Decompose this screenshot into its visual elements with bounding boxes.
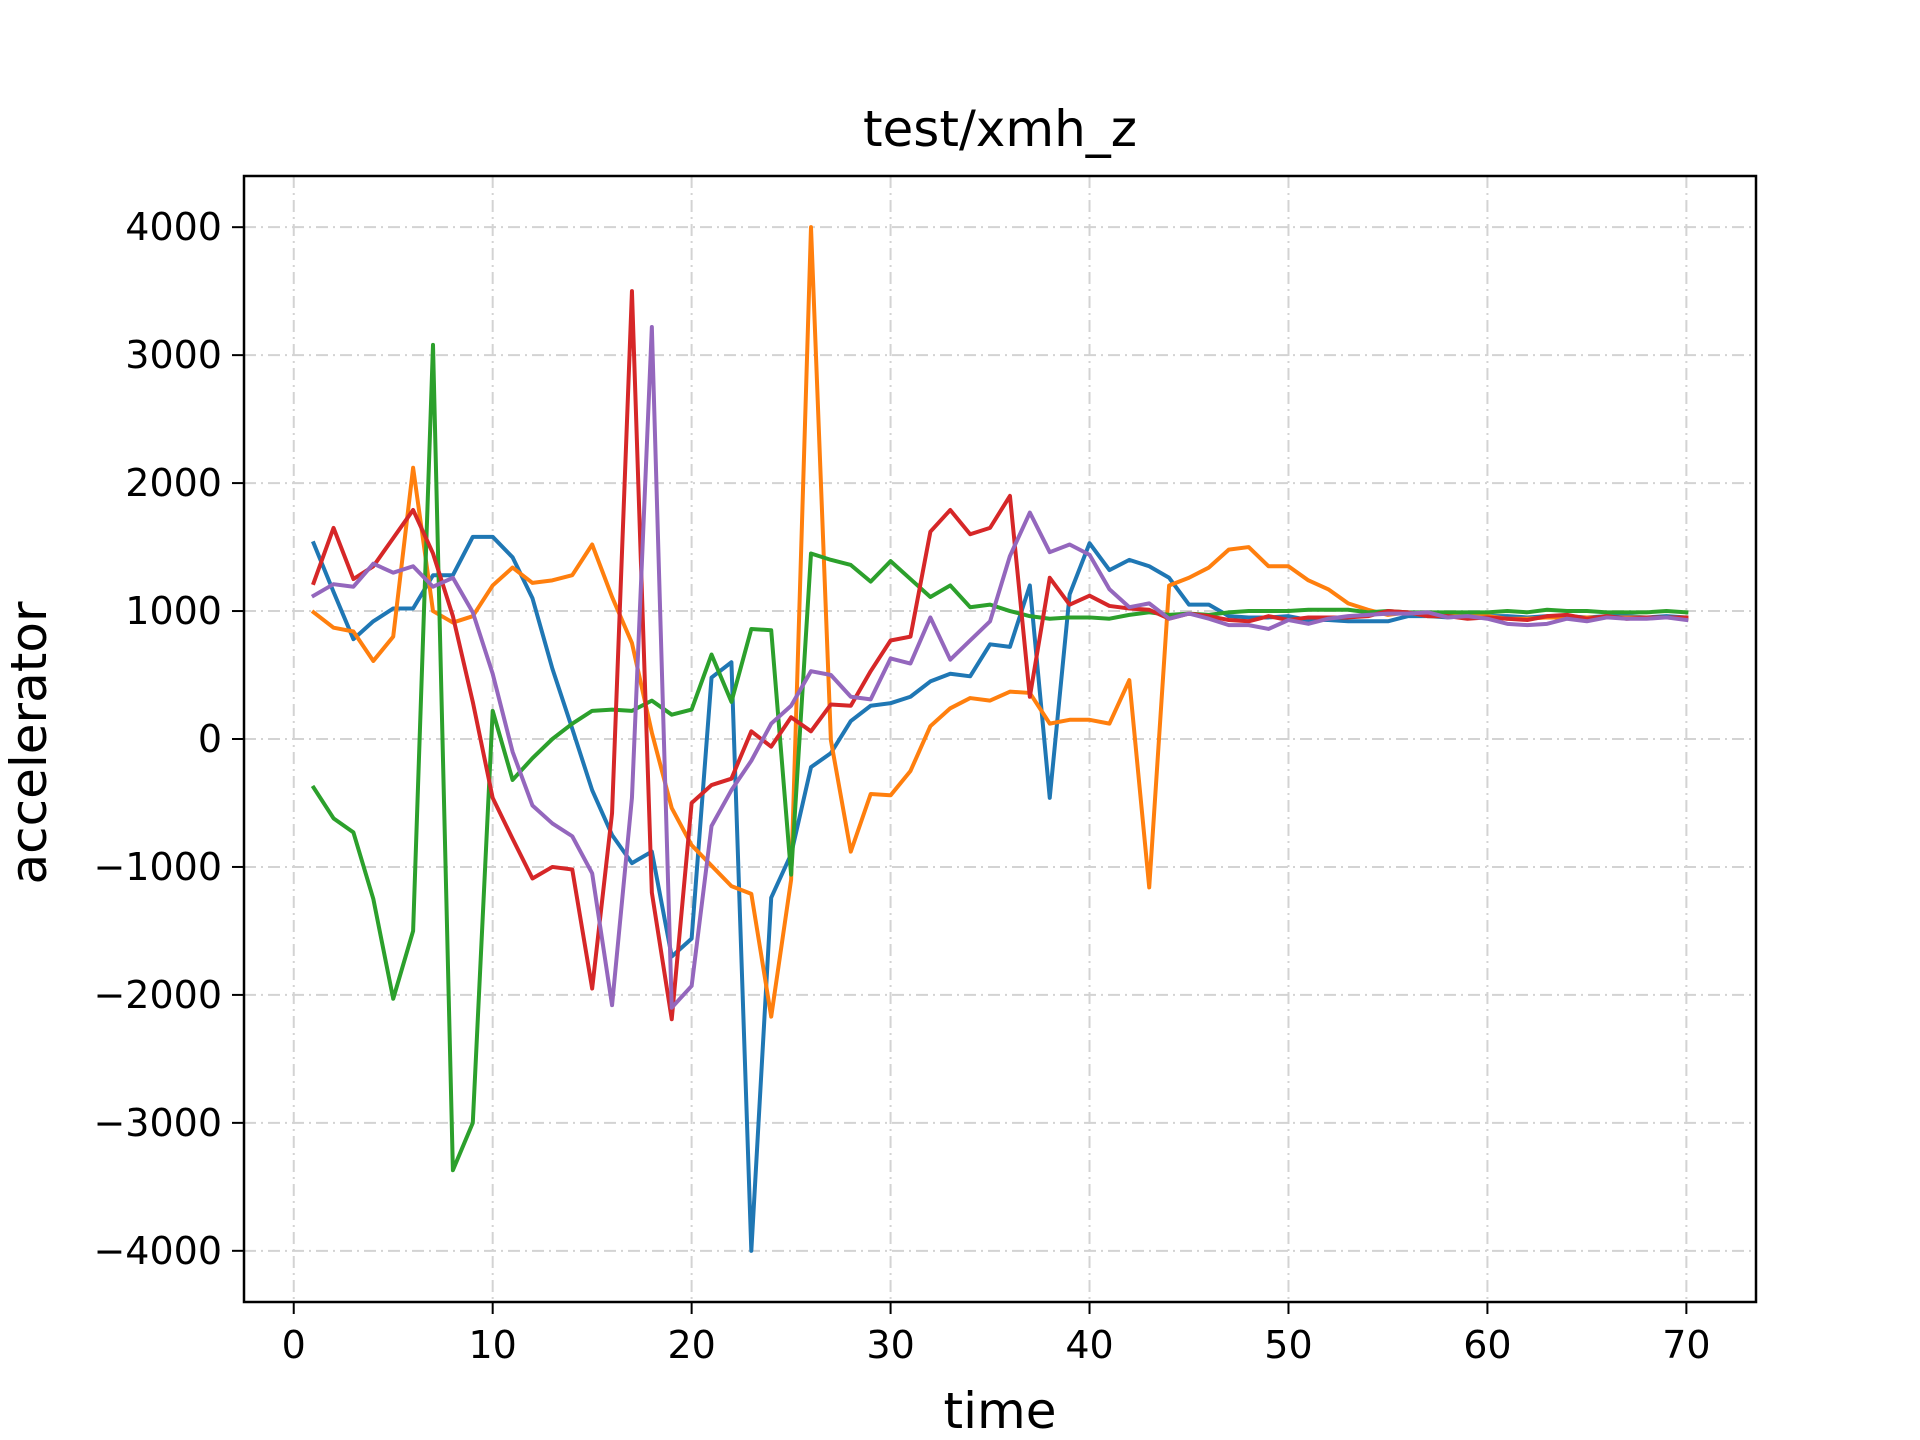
- x-tick-label: 0: [282, 1323, 306, 1367]
- y-tick-label: −1000: [93, 845, 222, 889]
- y-tick-label: 2000: [125, 461, 222, 505]
- chart-title: test/xmh_z: [863, 100, 1137, 158]
- y-axis-title: accelerator: [0, 601, 58, 884]
- y-tick-label: 3000: [125, 333, 222, 377]
- x-tick-label: 40: [1065, 1323, 1113, 1367]
- axis-ticks: 0 10 20 30 40 50 60 70 −4000 −3000 −2000 −1000 0 1000…: [93, 205, 1710, 1367]
- x-tick-label: 50: [1264, 1323, 1312, 1367]
- x-tick-label: 30: [866, 1323, 914, 1367]
- y-tick-label: 1000: [125, 589, 222, 633]
- x-tick-label: 10: [469, 1323, 517, 1367]
- series-line-5: [310, 324, 1689, 1010]
- x-tick-label: 60: [1463, 1323, 1511, 1367]
- y-tick-label: −4000: [93, 1229, 222, 1273]
- x-axis-title: time: [944, 1382, 1057, 1440]
- x-tick-label: 70: [1662, 1323, 1710, 1367]
- series-line-3: [310, 342, 1689, 1173]
- y-tick-label: 4000: [125, 205, 222, 249]
- y-tick-label: 0: [198, 717, 222, 761]
- series-lines: [310, 225, 1689, 1253]
- y-tick-label: −2000: [93, 973, 222, 1017]
- grid-lines: [244, 176, 1756, 1302]
- x-tick-label: 20: [667, 1323, 715, 1367]
- y-tick-label: −3000: [93, 1101, 222, 1145]
